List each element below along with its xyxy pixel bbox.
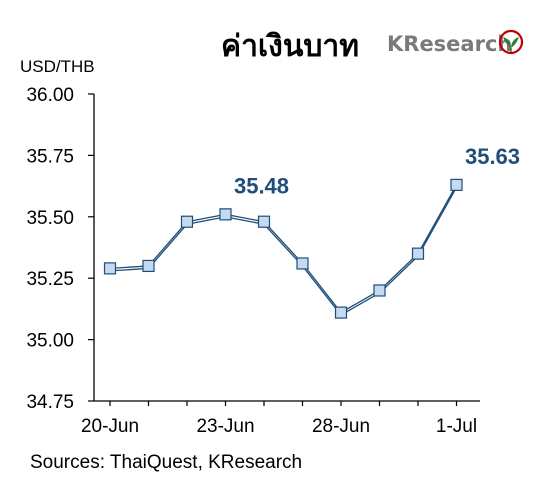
logo-text: KResearch xyxy=(387,32,512,56)
data-labels: 35.48 35.63 xyxy=(234,144,520,198)
y-tick-label: 36.00 xyxy=(26,85,74,106)
data-point xyxy=(411,247,425,260)
data-point xyxy=(296,257,309,270)
data-point xyxy=(180,215,194,228)
data-point xyxy=(103,262,117,275)
kresearch-logo: KResearch xyxy=(387,29,524,56)
x-tick-label: 1-Jul xyxy=(436,416,477,437)
y-tick-label: 35.50 xyxy=(26,208,74,229)
x-axis: 20-Jun 23-Jun 28-Jun 1-Jul xyxy=(81,401,477,437)
data-label: 35.48 xyxy=(234,173,289,198)
series-line-shadow xyxy=(109,187,458,316)
data-label: 35.63 xyxy=(465,144,520,169)
y-tick-label: 35.00 xyxy=(26,331,74,352)
y-axis-unit: USD/THB xyxy=(20,57,95,76)
source-note: Sources: ThaiQuest, KResearch xyxy=(30,452,302,473)
data-point xyxy=(334,306,348,319)
chart-title: ค่าเงินบาท xyxy=(221,29,359,64)
data-point xyxy=(257,215,271,228)
y-axis: 36.00 35.75 35.50 35.25 35.00 34.75 xyxy=(26,85,94,413)
series-markers xyxy=(103,178,463,319)
data-point xyxy=(219,208,232,221)
x-tick-label: 23-Jun xyxy=(196,416,254,437)
series-line xyxy=(109,184,458,316)
y-tick-label: 35.75 xyxy=(26,146,74,167)
data-point xyxy=(373,284,386,297)
y-tick-label: 34.75 xyxy=(26,392,74,413)
y-tick-label: 35.25 xyxy=(26,269,74,290)
leaf-icon xyxy=(498,29,524,55)
data-point xyxy=(142,259,155,273)
x-tick-label: 20-Jun xyxy=(81,416,139,437)
series-line-path xyxy=(109,184,458,314)
x-tick-label: 28-Jun xyxy=(312,416,370,437)
data-point xyxy=(450,178,463,191)
